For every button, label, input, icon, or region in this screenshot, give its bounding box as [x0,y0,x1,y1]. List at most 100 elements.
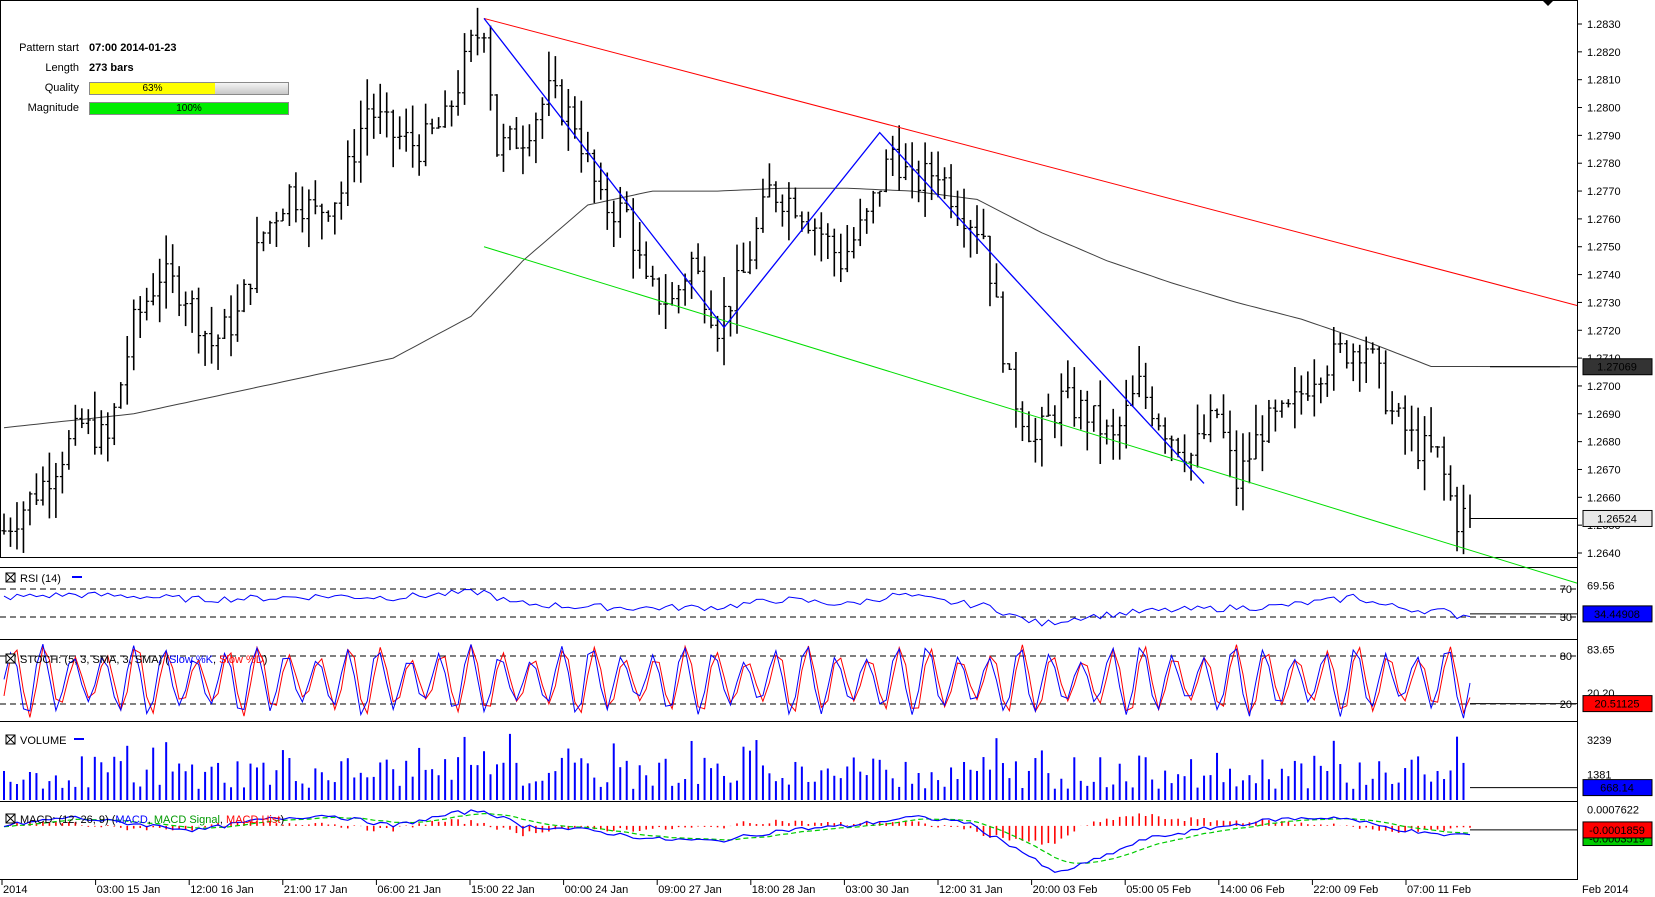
price-bar [494,94,500,157]
price-bar [436,117,442,129]
stoch-k-name: Slow %K [169,654,214,666]
stoch-level-label: 20 [1560,699,1572,711]
price-bar [896,125,902,191]
price-bar [1422,416,1428,491]
price-bar [1266,399,1272,443]
price-tick-label: 1.2790 [1587,130,1621,142]
price-bar [105,412,111,462]
price-bar [390,109,396,168]
price-bar [1259,415,1265,472]
price-bar [1363,336,1369,384]
price-bar [118,382,124,409]
price-bar [773,181,779,213]
price-bar [877,190,883,207]
price-bar [1240,433,1246,511]
price-bar [637,222,643,269]
price-bar [961,188,967,248]
macd-name: MACD [115,814,147,826]
price-tick-label: 1.2730 [1587,297,1621,309]
svg-text:MACD: (12, 26, 9) (MACD, MACD: MACD: (12, 26, 9) (MACD, MACD Signal, MA… [20,814,284,826]
price-bar [183,291,189,327]
price-bar [916,160,922,203]
price-bar [416,134,422,176]
rsi-title: RSI (14) [5,572,82,585]
price-bar [1117,416,1123,460]
macd-panel: 0.0007622-0.0003519-0.0001859 [3,804,1653,873]
price-bar [1019,401,1025,442]
price-bar [338,181,344,220]
price-bar [1285,399,1291,408]
quality-bar: 63% [89,82,289,95]
price-bar [844,225,850,273]
price-bar [79,408,85,429]
price-bar [721,277,727,366]
price-bar [423,103,429,167]
length-row: Length 273 bars [0,60,300,76]
price-bar [247,283,253,306]
price-bar [1136,345,1142,398]
zigzag-line [483,18,1205,484]
price-bar [1305,371,1311,401]
price-bar [1175,437,1181,458]
price-bar [1000,291,1006,373]
volume-title-text: VOLUME [20,735,66,747]
price-bar [403,108,409,152]
price-tick-label: 1.2700 [1587,381,1621,393]
price-axis: 1.2830 1.2820 1.2810 1.2800 1.2790 1.2780 1.27… [1577,19,1653,560]
price-bar [1448,465,1454,501]
price-bar [611,200,617,248]
price-bar [196,287,202,354]
price-bar [1376,346,1382,389]
rsi-value-label: 34.44908 [1594,609,1640,621]
price-bar [131,299,137,371]
price-bar [1246,432,1252,484]
scroll-marker-icon[interactable] [1542,0,1554,6]
price-bar [929,151,935,201]
quality-bar-fill [90,83,215,94]
price-bar [1032,417,1038,463]
volume-panel: 3239 1381 668.14 [3,733,1653,800]
price-bar [689,251,695,299]
time-tick-label: 22:00 09 Feb [1313,884,1378,896]
price-bar [377,83,383,134]
price-bar [111,403,117,446]
price-bar [766,163,772,198]
magnitude-bar: 100% [89,102,289,115]
price-tick-label: 1.2670 [1587,464,1621,476]
price-bar [241,279,247,313]
rsi-level-label: 70 [1560,584,1572,596]
price-tick-label: 1.2800 [1587,103,1621,115]
price-bar [935,151,941,198]
price-bar [1104,419,1110,445]
price-tick-label: 1.2830 [1587,19,1621,31]
price-bar [1344,340,1350,369]
macd-value-label: -0.0001859 [1589,825,1645,837]
price-bar [358,100,364,183]
price-bar [7,517,13,547]
price-bar [507,125,513,151]
price-bar [137,296,143,338]
price-bar [273,211,279,247]
price-bar [1208,394,1214,443]
price-bar [786,182,792,241]
magnitude-bar-fill [90,103,288,114]
price-tick-label: 1.2740 [1587,270,1621,282]
magnitude-row: Magnitude 100% [0,100,300,116]
macd-value-box [1582,821,1653,839]
price-bar [546,51,552,117]
price-bar [552,56,558,99]
price-bar [792,187,798,219]
price-bar [1389,391,1395,425]
volume-axis-label: 3239 [1587,735,1611,747]
price-bar [870,190,876,224]
time-tick-label: 00:00 24 Jan [565,884,629,896]
price-bar [475,7,481,56]
price-bar [753,217,759,270]
price-bar [1123,379,1129,449]
resistance-line [483,17,1578,306]
moving-average [3,187,1561,429]
price-bar [319,203,325,240]
price-bar [1188,452,1194,481]
price-bar [1370,342,1376,354]
price-bar [59,451,65,494]
